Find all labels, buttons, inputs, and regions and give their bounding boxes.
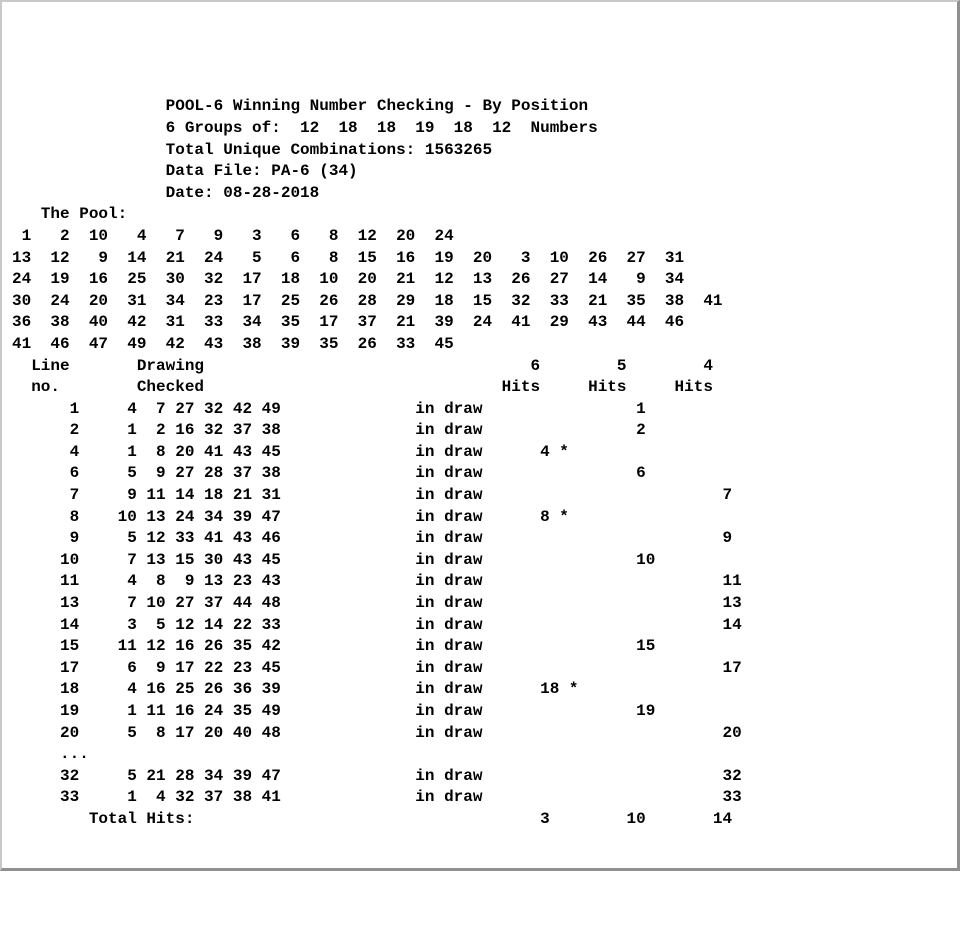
- text-line: 4 1 8 20 41 43 45 in draw 4 *: [12, 442, 947, 464]
- text-line: 7 9 11 14 18 21 31 in draw 7: [12, 485, 947, 507]
- text-line: Data File: PA-6 (34): [12, 161, 947, 183]
- text-line: 18 4 16 25 26 36 39 in draw 18 *: [12, 679, 947, 701]
- text-line: 13 12 9 14 21 24 5 6 8 15 16 19 20 3 10 …: [12, 248, 947, 270]
- text-line: 2 1 2 16 32 37 38 in draw 2: [12, 420, 947, 442]
- text-line: 9 5 12 33 41 43 46 in draw 9: [12, 528, 947, 550]
- text-line: 10 7 13 15 30 43 45 in draw 10: [12, 550, 947, 572]
- text-line: 15 11 12 16 26 35 42 in draw 15: [12, 636, 947, 658]
- text-line: Date: 08-28-2018: [12, 183, 947, 205]
- text-line: Line Drawing 6 5 4: [12, 356, 947, 378]
- text-line: The Pool:: [12, 204, 947, 226]
- text-line: Total Unique Combinations: 1563265: [12, 140, 947, 162]
- text-line: 1 4 7 27 32 42 49 in draw 1: [12, 399, 947, 421]
- text-line: ...: [12, 744, 947, 766]
- text-line: 36 38 40 42 31 33 34 35 17 37 21 39 24 4…: [12, 312, 947, 334]
- text-line: no. Checked Hits Hits Hits: [12, 377, 947, 399]
- text-line: 6 5 9 27 28 37 38 in draw 6: [12, 463, 947, 485]
- text-line: Total Hits: 3 10 14: [12, 809, 947, 831]
- text-line: 11 4 8 9 13 23 43 in draw 11: [12, 571, 947, 593]
- text-line: 32 5 21 28 34 39 47 in draw 32: [12, 766, 947, 788]
- text-line: 30 24 20 31 34 23 17 25 26 28 29 18 15 3…: [12, 291, 947, 313]
- text-line: 8 10 13 24 34 39 47 in draw 8 *: [12, 507, 947, 529]
- text-line: 20 5 8 17 20 40 48 in draw 20: [12, 723, 947, 745]
- text-line: 17 6 9 17 22 23 45 in draw 17: [12, 658, 947, 680]
- text-line: 24 19 16 25 30 32 17 18 10 20 21 12 13 2…: [12, 269, 947, 291]
- text-line: 14 3 5 12 14 22 33 in draw 14: [12, 615, 947, 637]
- text-line: 1 2 10 4 7 9 3 6 8 12 20 24: [12, 226, 947, 248]
- text-line: 6 Groups of: 12 18 18 19 18 12 Numbers: [12, 118, 947, 140]
- text-line: 41 46 47 49 42 43 38 39 35 26 33 45: [12, 334, 947, 356]
- text-line: 33 1 4 32 37 38 41 in draw 33: [12, 787, 947, 809]
- text-line: POOL-6 Winning Number Checking - By Posi…: [12, 96, 947, 118]
- text-line: 13 7 10 27 37 44 48 in draw 13: [12, 593, 947, 615]
- text-line: 19 1 11 16 24 35 49 in draw 19: [12, 701, 947, 723]
